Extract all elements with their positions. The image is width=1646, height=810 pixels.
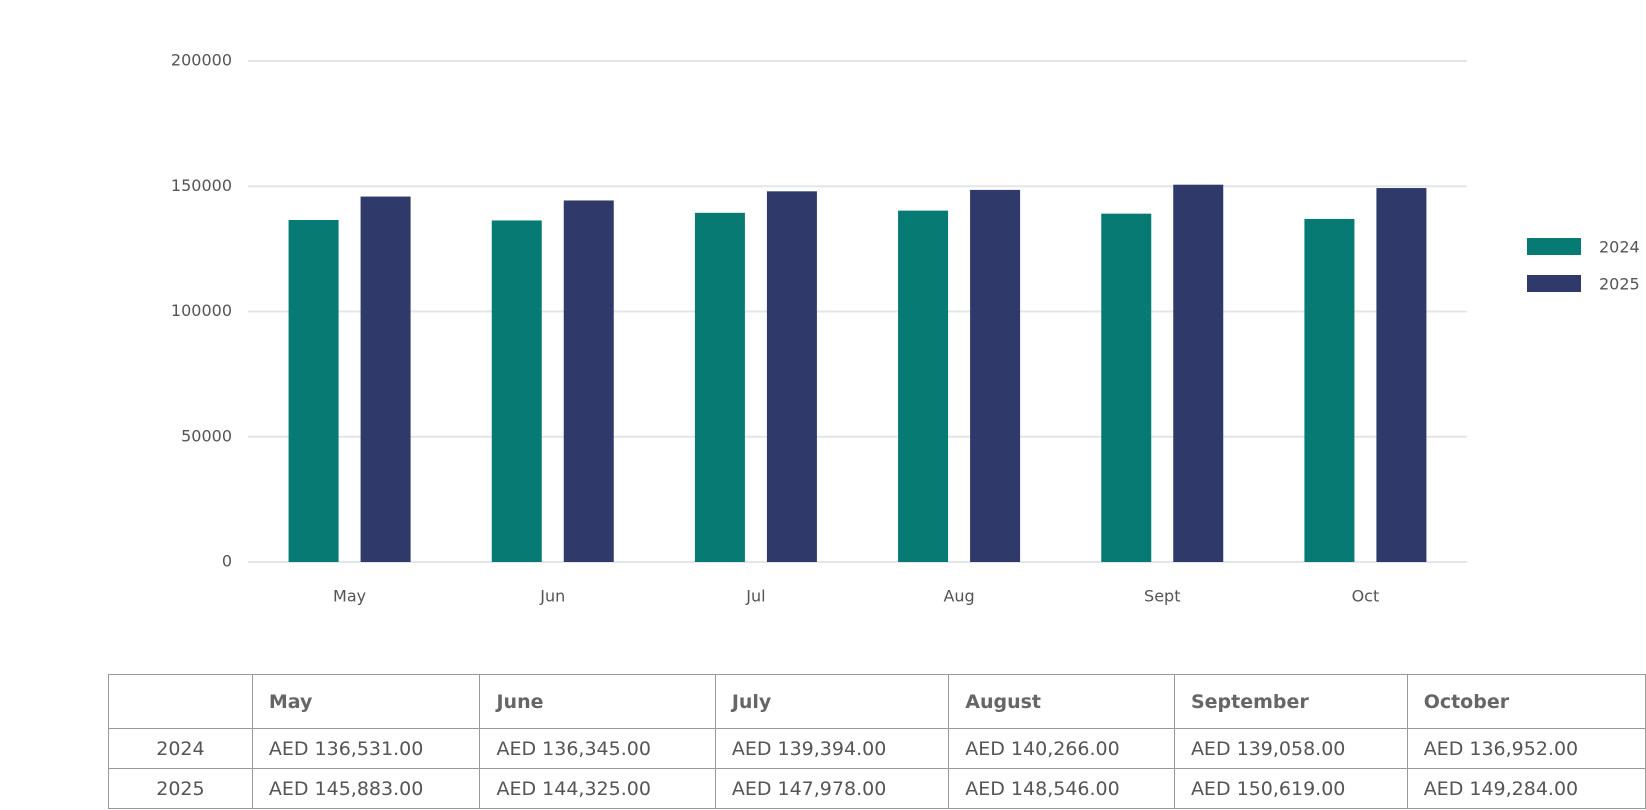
y-tick-label: 150000 [171, 176, 232, 195]
row-label: 2024 [108, 728, 253, 769]
bar [1101, 213, 1152, 562]
bar [694, 212, 745, 562]
row-label: 2025 [108, 768, 253, 809]
table-cell: AED 149,284.00 [1406, 768, 1646, 809]
legend-swatch [1527, 275, 1581, 292]
bar [766, 191, 817, 562]
table-cell: AED 145,883.00 [251, 768, 481, 809]
corner-cell [108, 674, 253, 729]
table-cell: AED 136,531.00 [251, 728, 481, 769]
data-table: May June July August September October 2024 AED… [108, 674, 1646, 809]
bar [288, 219, 339, 562]
y-tick-label: 200000 [171, 51, 232, 70]
table-cell: AED 140,266.00 [948, 728, 1175, 769]
column-header: June [479, 674, 716, 729]
column-header: September [1173, 674, 1408, 729]
y-tick-label: 100000 [171, 301, 232, 320]
y-tick-label: 50000 [181, 426, 232, 445]
table-cell: AED 150,619.00 [1173, 768, 1408, 809]
table-cell: AED 148,546.00 [948, 768, 1175, 809]
bar [970, 189, 1021, 562]
x-tick-label: Jun [539, 587, 565, 606]
column-header: July [714, 674, 950, 729]
x-tick-label: Sept [1144, 587, 1180, 606]
header-row: May June July August September October [108, 674, 1646, 729]
table-cell: AED 147,978.00 [714, 768, 950, 809]
legend-label: 2024 [1599, 238, 1640, 257]
x-tick-label: Oct [1352, 587, 1380, 606]
bar [1376, 188, 1427, 562]
table-cell: AED 139,058.00 [1173, 728, 1408, 769]
x-tick-label: Jul [745, 587, 765, 606]
table-row: 2025 AED 145,883.00 AED 144,325.00 AED 147,… [108, 768, 1646, 809]
bar [360, 196, 411, 562]
column-header: May [251, 674, 481, 729]
column-header: October [1406, 674, 1646, 729]
table-cell: AED 139,394.00 [714, 728, 950, 769]
x-tick-label: May [333, 587, 366, 606]
legend-swatch [1527, 238, 1581, 255]
bar [491, 220, 542, 562]
table-cell: AED 136,345.00 [479, 728, 716, 769]
column-header: August [948, 674, 1175, 729]
table-cell: AED 144,325.00 [479, 768, 716, 809]
chart: 0 50000 100000 150000 200000 May Jun Jul Aug Sept… [171, 51, 1640, 606]
bar [1304, 218, 1355, 562]
x-tick-label: Aug [943, 587, 974, 606]
bar [1173, 184, 1224, 562]
bar [898, 210, 949, 562]
y-tick-label: 0 [222, 552, 232, 571]
bar [563, 200, 614, 562]
legend-label: 2025 [1599, 275, 1640, 294]
table-row: 2024 AED 136,531.00 AED 136,345.00 AED 139,… [108, 728, 1646, 769]
table-cell: AED 136,952.00 [1406, 728, 1646, 769]
